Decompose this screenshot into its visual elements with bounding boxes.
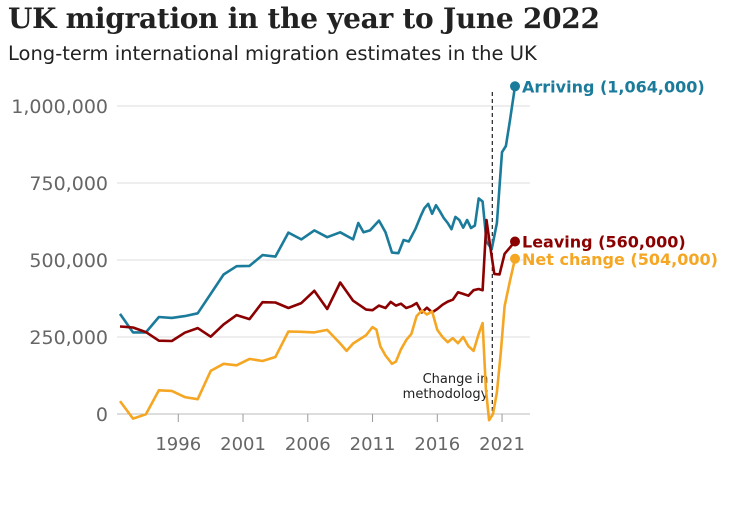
y-tick-label: 750,000 [29, 173, 108, 195]
x-tick-label: 2021 [479, 434, 525, 455]
y-tick-label: 500,000 [29, 250, 108, 272]
chart-title: UK migration in the year to June 2022 [8, 2, 600, 35]
annotation-text: Change in [423, 372, 489, 387]
x-axis-ticks: 1996 2001 2006 2011 2016 2021 [155, 414, 525, 455]
x-tick-label: 2016 [414, 434, 460, 455]
series-lines [118, 81, 520, 422]
series-label: Arriving (1,064,000) [522, 77, 705, 96]
chart-subtitle: Long-term international migration estima… [8, 42, 537, 65]
x-tick-label: 1996 [155, 434, 201, 455]
x-tick-label: 2001 [220, 434, 266, 455]
y-tick-label: 250,000 [29, 327, 108, 349]
series-end-marker [510, 236, 520, 247]
series-line [118, 86, 517, 334]
series-line [119, 218, 516, 343]
y-tick-label: 0 [96, 404, 108, 426]
gridlines [117, 105, 530, 415]
series-line [118, 258, 517, 422]
series-label: Leaving (560,000) [522, 233, 686, 252]
x-tick-label: 2006 [285, 434, 331, 455]
series-end-marker [510, 81, 520, 92]
series-labels: Arriving (1,064,000) Leaving (560,000)Net… [522, 77, 718, 268]
annotation-text: methodology [403, 387, 489, 402]
series-end-marker [510, 253, 520, 264]
y-axis-ticks: 0 250,000 500,000 750,000 1,000,000 [11, 96, 108, 426]
x-tick-label: 2011 [350, 434, 396, 455]
y-tick-label: 1,000,000 [11, 96, 108, 118]
series-label: Net change (504,000) [522, 250, 718, 269]
